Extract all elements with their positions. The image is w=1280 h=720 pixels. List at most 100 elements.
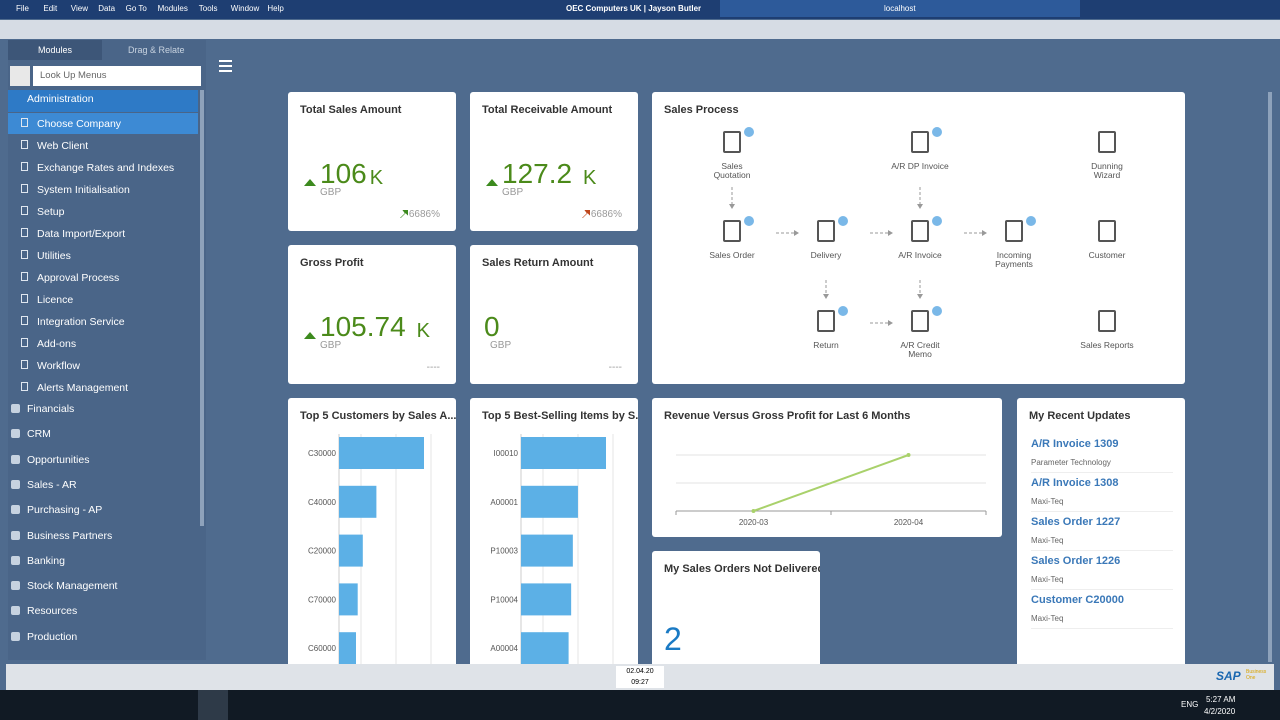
active-app[interactable]	[198, 690, 228, 720]
update-title[interactable]: Sales Order 1227	[1031, 516, 1121, 528]
bar[interactable]	[521, 485, 578, 518]
menu-entry[interactable]: System Initialisation	[37, 184, 130, 196]
bar-chart: C30000 C40000 C20000 C70000 C60000	[308, 434, 432, 664]
menu-entry[interactable]: Exchange Rates and Indexes	[37, 162, 175, 174]
process-icon[interactable]	[1098, 310, 1116, 332]
bar[interactable]	[521, 534, 573, 567]
bar[interactable]	[521, 583, 572, 616]
bar[interactable]	[339, 583, 358, 616]
kpi-value: 105.74	[320, 311, 406, 342]
process-icon[interactable]	[723, 131, 741, 153]
menu-item[interactable]: Tools	[198, 4, 218, 13]
menu-entry[interactable]: Setup	[37, 206, 65, 218]
card-title: My Recent Updates	[1029, 410, 1131, 422]
update-title[interactable]: A/R Invoice 1308	[1031, 477, 1119, 489]
process-icon[interactable]	[911, 310, 929, 332]
x-tick-label: 2020-03	[739, 518, 769, 527]
selected-item	[8, 113, 198, 134]
point	[906, 453, 911, 457]
module[interactable]: Business Partners	[27, 529, 113, 542]
process-icon[interactable]	[911, 131, 929, 153]
process-icon[interactable]	[817, 220, 835, 242]
menu-item[interactable]: Help	[267, 4, 284, 13]
count-card[interactable]: My Sales Orders Not Delivered 2	[652, 551, 820, 664]
update-title[interactable]: Customer C20000	[1031, 594, 1124, 606]
separator	[1031, 511, 1173, 512]
kpi-card[interactable]: Gross Profit 105.74 K GBP ----	[288, 245, 456, 384]
update-subtitle: Parameter Technology	[1031, 458, 1111, 467]
arrow-head	[888, 320, 893, 326]
menu-entry[interactable]: Integration Service	[37, 316, 125, 328]
menu-entry[interactable]: Licence	[37, 294, 74, 306]
update-title[interactable]: A/R Invoice 1309	[1031, 438, 1119, 450]
search-input[interactable]: Look Up Menus	[33, 66, 201, 86]
update-title[interactable]: Sales Order 1226	[1031, 555, 1121, 567]
badge	[838, 306, 848, 316]
kpi-card[interactable]: Total Receivable Amount 127.2 K GBP 6686%	[470, 92, 638, 231]
process-icon[interactable]	[817, 310, 835, 332]
tab[interactable]: Modules	[38, 45, 73, 55]
badge	[932, 216, 942, 226]
bar[interactable]	[521, 632, 569, 664]
sidebar-icon	[21, 250, 28, 259]
kpi-card[interactable]: Total Sales Amount 106 K GBP 6686%	[288, 92, 456, 231]
update-subtitle: Maxi-Teq	[1031, 614, 1064, 623]
module[interactable]: Production	[27, 630, 78, 643]
process-label: Quotation	[713, 170, 751, 180]
menu-item[interactable]: Window	[230, 4, 260, 13]
module[interactable]: Purchasing - AP	[27, 504, 103, 517]
tab[interactable]: Drag & Relate	[128, 45, 185, 55]
menu-entry[interactable]: Approval Process	[37, 272, 120, 284]
category-label: P10003	[490, 547, 518, 556]
menu-item[interactable]: File	[16, 4, 29, 13]
search-icon[interactable]	[10, 66, 30, 86]
module-icon	[11, 606, 20, 616]
menu-entry[interactable]: Data Import/Export	[37, 228, 126, 240]
process-icon[interactable]	[1098, 220, 1116, 242]
menu-item[interactable]: View	[70, 4, 88, 13]
process-label: Delivery	[810, 250, 842, 260]
process-icon[interactable]	[911, 220, 929, 242]
bar[interactable]	[339, 534, 363, 567]
module[interactable]: Banking	[27, 554, 65, 567]
module[interactable]: Administration	[27, 93, 94, 105]
process-icon[interactable]	[1005, 220, 1023, 242]
bar[interactable]	[339, 632, 356, 664]
menu-entry[interactable]: Alerts Management	[37, 382, 129, 394]
badge	[1026, 216, 1036, 226]
process-icon[interactable]	[723, 220, 741, 242]
menu-entry[interactable]: Utilities	[37, 250, 71, 262]
menu-item[interactable]: Data	[98, 4, 116, 13]
module[interactable]: Resources	[27, 605, 78, 618]
module[interactable]: Financials	[27, 403, 75, 415]
badge	[838, 216, 848, 226]
menu-item[interactable]: Go To	[125, 4, 147, 13]
kpi-currency: GBP	[490, 340, 512, 351]
process-label: A/R Invoice	[898, 250, 942, 260]
bar[interactable]	[339, 485, 377, 518]
kpi-currency: GBP	[502, 187, 524, 198]
menu-entry[interactable]: Workflow	[37, 360, 80, 372]
bar[interactable]	[521, 437, 606, 469]
menu-item[interactable]: Modules	[157, 4, 188, 13]
card-title: Sales Return Amount	[482, 257, 594, 269]
menu-item[interactable]: Edit	[43, 4, 58, 13]
menu-entry[interactable]: Choose Company	[37, 118, 122, 130]
hamburger[interactable]	[219, 60, 232, 62]
process-arrows	[729, 187, 987, 326]
menu-entry[interactable]: Web Client	[37, 140, 89, 152]
module[interactable]: Opportunities	[27, 453, 90, 466]
arrow-head	[917, 294, 923, 299]
sidebar-icon	[21, 184, 28, 193]
module-icon	[11, 505, 20, 515]
kpi-card[interactable]: Sales Return Amount 0 GBP ----	[470, 245, 638, 384]
category-label: A00004	[490, 644, 518, 653]
module[interactable]: Stock Management	[27, 580, 118, 593]
sidebar-icon	[21, 360, 28, 369]
module[interactable]: Sales - AR	[27, 478, 77, 491]
tab-active[interactable]	[8, 40, 102, 60]
module[interactable]: CRM	[27, 428, 51, 441]
bar[interactable]	[339, 437, 424, 469]
process-icon[interactable]	[1098, 131, 1116, 153]
menu-entry[interactable]: Add-ons	[37, 338, 77, 350]
